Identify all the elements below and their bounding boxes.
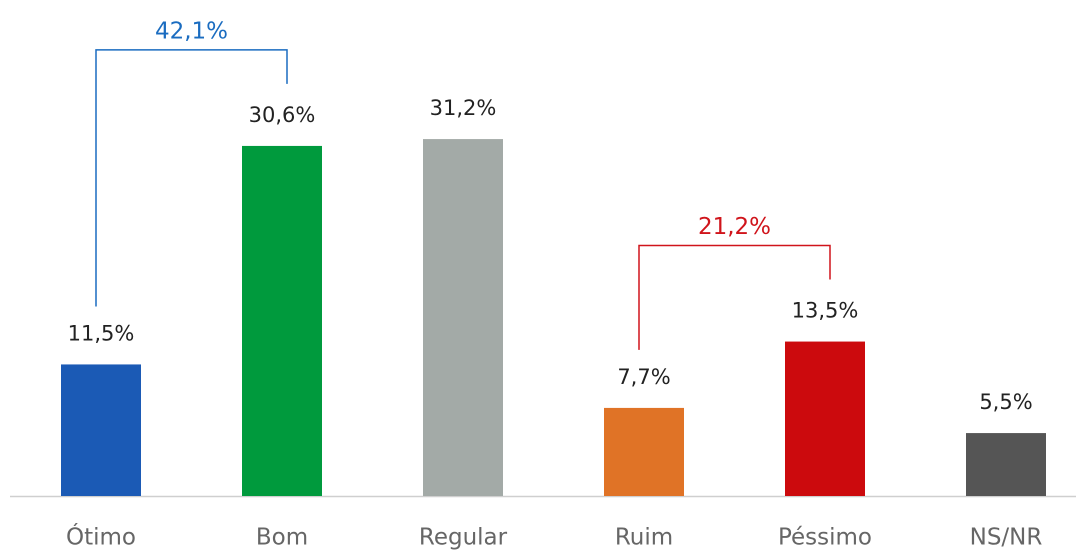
value-label: 31,2% [430, 96, 497, 120]
annotation-label: 21,2% [698, 214, 771, 240]
value-label: 30,6% [249, 103, 316, 127]
value-label: 5,5% [979, 390, 1032, 414]
x-tick-label: Regular [419, 525, 508, 551]
annotation-bracket [95, 49, 288, 307]
annotation-label: 42,1% [155, 18, 228, 44]
bar [61, 364, 141, 496]
bar [242, 145, 322, 496]
value-label: 7,7% [617, 365, 670, 389]
bar [966, 433, 1046, 496]
bar [423, 139, 503, 496]
annotation-bracket [638, 244, 831, 350]
bar [785, 341, 865, 496]
bar [604, 407, 684, 496]
value-label: 11,5% [68, 321, 135, 345]
value-label: 13,5% [792, 299, 859, 323]
x-tick-label: NS/NR [970, 525, 1043, 551]
x-tick-label: Ruim [615, 525, 673, 551]
x-tick-label: Péssimo [778, 525, 872, 551]
x-tick-label: Ótimo [66, 523, 136, 551]
x-tick-label: Bom [256, 525, 308, 551]
